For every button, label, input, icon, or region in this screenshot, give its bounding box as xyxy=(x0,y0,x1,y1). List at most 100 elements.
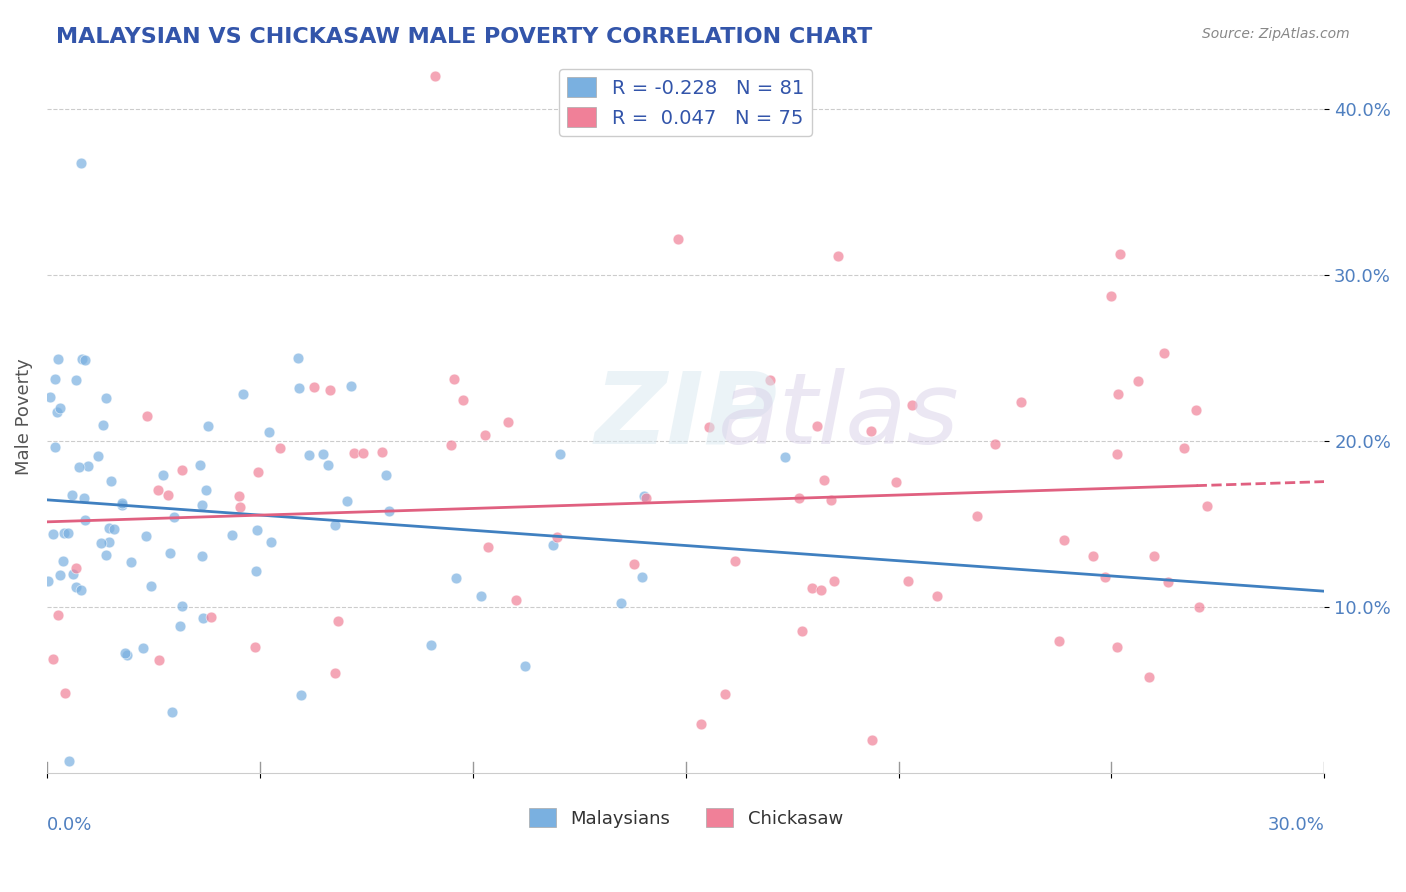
Point xyxy=(228,489,250,503)
Text: 0.0%: 0.0% xyxy=(46,815,93,833)
Point xyxy=(474,427,496,442)
Point xyxy=(56,525,79,540)
Point xyxy=(65,561,87,575)
Point xyxy=(1107,387,1129,401)
Point xyxy=(505,592,527,607)
Point xyxy=(91,417,114,432)
Point xyxy=(966,509,988,524)
Point xyxy=(451,392,474,407)
Point xyxy=(37,574,59,589)
Point xyxy=(444,571,467,585)
Point xyxy=(70,155,93,169)
Point xyxy=(806,419,828,434)
Point xyxy=(200,610,222,624)
Point xyxy=(546,530,568,544)
Point xyxy=(312,447,335,461)
Point xyxy=(243,640,266,654)
Point xyxy=(73,491,96,506)
Point xyxy=(52,554,75,568)
Point xyxy=(100,474,122,488)
Point xyxy=(1143,549,1166,564)
Point xyxy=(62,488,84,502)
Point xyxy=(983,437,1005,451)
Point xyxy=(162,510,184,524)
Point xyxy=(610,596,633,610)
Point xyxy=(340,379,363,393)
Point xyxy=(136,409,159,423)
Point xyxy=(370,445,392,459)
Point xyxy=(901,398,924,412)
Point xyxy=(120,555,142,569)
Point xyxy=(470,589,492,603)
Point xyxy=(228,500,250,515)
Text: Source: ZipAtlas.com: Source: ZipAtlas.com xyxy=(1202,27,1350,41)
Point xyxy=(49,568,72,582)
Point xyxy=(246,523,269,537)
Point xyxy=(623,558,645,572)
Point xyxy=(1081,549,1104,564)
Point xyxy=(630,569,652,583)
Text: 30.0%: 30.0% xyxy=(1268,815,1324,833)
Point xyxy=(73,513,96,527)
Point xyxy=(135,529,157,543)
Point xyxy=(132,640,155,655)
Point xyxy=(67,459,90,474)
Point xyxy=(318,458,340,472)
Point xyxy=(1049,634,1071,648)
Point xyxy=(1105,640,1128,655)
Point xyxy=(668,232,690,246)
Point xyxy=(1010,394,1032,409)
Point xyxy=(197,418,219,433)
Point xyxy=(170,599,193,613)
Point xyxy=(1139,670,1161,684)
Point xyxy=(58,754,80,768)
Point xyxy=(496,415,519,429)
Point xyxy=(195,483,218,497)
Point xyxy=(801,582,824,596)
Point xyxy=(477,540,499,554)
Point xyxy=(46,351,69,366)
Point xyxy=(191,549,214,563)
Point xyxy=(884,475,907,490)
Point xyxy=(1173,442,1195,456)
Point xyxy=(44,372,66,386)
Point xyxy=(42,526,65,541)
Point xyxy=(897,574,920,588)
Text: ZIP: ZIP xyxy=(595,368,778,465)
Point xyxy=(1157,575,1180,590)
Point xyxy=(548,447,571,461)
Point xyxy=(193,611,215,625)
Point xyxy=(53,525,76,540)
Point xyxy=(42,652,65,666)
Point xyxy=(46,608,69,623)
Point xyxy=(87,449,110,463)
Point xyxy=(139,579,162,593)
Point xyxy=(114,646,136,660)
Point xyxy=(419,638,441,652)
Point xyxy=(813,473,835,487)
Point xyxy=(188,458,211,472)
Point xyxy=(925,589,948,603)
Point xyxy=(65,373,87,387)
Point xyxy=(1109,247,1132,261)
Point xyxy=(44,440,66,454)
Point xyxy=(859,424,882,438)
Point xyxy=(76,458,98,473)
Point xyxy=(336,493,359,508)
Point xyxy=(159,546,181,560)
Point xyxy=(172,463,194,477)
Point xyxy=(288,381,311,395)
Point xyxy=(245,564,267,578)
Point xyxy=(65,580,87,594)
Point xyxy=(111,496,134,510)
Point xyxy=(1094,570,1116,584)
Point xyxy=(759,373,782,387)
Point xyxy=(343,445,366,459)
Point xyxy=(1126,374,1149,388)
Point xyxy=(823,574,845,588)
Point xyxy=(97,534,120,549)
Point xyxy=(1185,402,1208,417)
Point xyxy=(287,351,309,365)
Point xyxy=(1105,447,1128,461)
Point xyxy=(443,372,465,386)
